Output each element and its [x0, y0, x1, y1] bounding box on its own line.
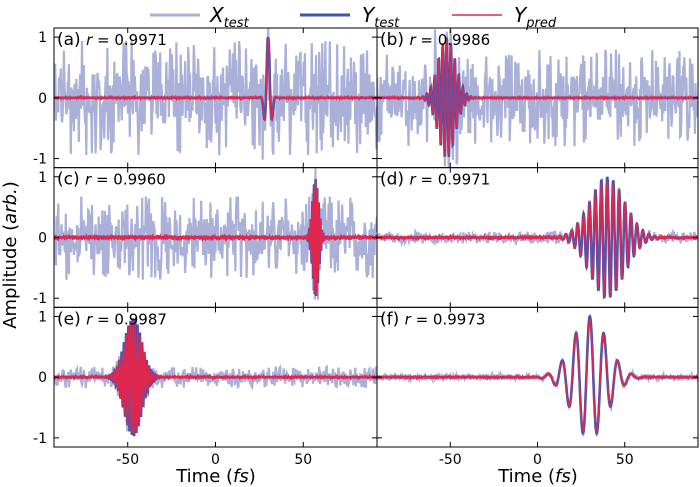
r-value: = 0.9986 — [416, 31, 491, 49]
panel-e: -50 0 50 -1 0 1 (e) r = 0.9987 — [33, 306, 378, 468]
x-tick-label: 0 — [211, 452, 220, 468]
legend: Xtest Ytest Ypred — [150, 3, 557, 31]
panel-annotation: (e) r = 0.9987 — [57, 309, 167, 329]
panel-tag: (a) — [57, 30, 86, 50]
x-tick-label: 50 — [616, 452, 634, 468]
panel-c: -1 0 1 (c) r = 0.9960 — [33, 167, 378, 308]
y-tick-label: 0 — [38, 370, 47, 386]
x-tick-label: -50 — [439, 452, 462, 468]
r-value: = 0.9973 — [411, 310, 486, 328]
series-y-pred — [54, 319, 377, 435]
series-y-pred — [54, 179, 377, 295]
series-y-pred — [377, 180, 698, 297]
r-symbol: r — [85, 171, 92, 189]
series-x-test — [54, 28, 377, 160]
panel-d: (d) r = 0.9971 — [376, 167, 699, 308]
series-x-test — [54, 167, 377, 300]
panel-annotation: (d) r = 0.9971 — [380, 170, 490, 190]
r-value: = 0.9971 — [416, 171, 491, 189]
x-axis-label-right: Time (fs) — [497, 466, 578, 487]
r-value: = 0.9971 — [92, 31, 167, 49]
x-axis-label-left: Time (fs) — [175, 466, 256, 487]
legend-label-ytest: Ytest — [362, 3, 400, 31]
panel-f: -50 0 50 (f) r = 0.9973 — [376, 306, 699, 468]
r-symbol: r — [409, 171, 416, 189]
y-tick-label: 0 — [38, 231, 47, 247]
x-tick-label: 0 — [533, 452, 542, 468]
panel-tag: (e) — [57, 309, 86, 329]
panel-annotation: (b) r = 0.9986 — [380, 30, 490, 50]
y-tick-label: 1 — [38, 30, 47, 46]
y-tick-label: 0 — [38, 91, 47, 107]
y-tick-label: -1 — [33, 291, 47, 307]
panel-annotation: (a) r = 0.9971 — [57, 30, 167, 50]
r-symbol: r — [86, 310, 93, 328]
r-value: = 0.9987 — [92, 310, 167, 328]
series-y-pred — [377, 39, 698, 155]
panel-annotation: (c) r = 0.9960 — [57, 170, 166, 190]
y-tick-label: -1 — [33, 152, 47, 168]
series-y-pred — [377, 318, 698, 432]
panel-a: -1 0 1 (a) r = 0.9971 — [33, 27, 378, 169]
legend-label-ypred: Ypred — [514, 3, 557, 31]
legend-label-xtest: Xtest — [209, 3, 250, 31]
panels: -1 0 1 (a) r = 0.9971 (b) r = 0.9986 -1 0 1 (c) … — [33, 27, 699, 468]
r-symbol: r — [86, 31, 93, 49]
panel-tag: (c) — [57, 170, 85, 190]
r-symbol: r — [409, 31, 416, 49]
x-tick-label: 50 — [294, 452, 312, 468]
y-tick-label: 1 — [38, 309, 47, 325]
x-tick-label: -50 — [116, 452, 139, 468]
panel-tag: (d) — [380, 170, 409, 190]
panel-tag: (f) — [380, 309, 405, 329]
series-y-pred — [54, 38, 377, 122]
y-tick-label: -1 — [33, 431, 47, 447]
panel-annotation: (f) r = 0.9973 — [380, 309, 485, 329]
y-tick-label: 1 — [38, 170, 47, 186]
panel-tag: (b) — [380, 30, 409, 50]
r-value: = 0.9960 — [91, 171, 166, 189]
panel-b: (b) r = 0.9986 — [376, 27, 699, 169]
r-symbol: r — [405, 310, 412, 328]
y-axis-label: Amplitude (arb.) — [0, 181, 21, 329]
